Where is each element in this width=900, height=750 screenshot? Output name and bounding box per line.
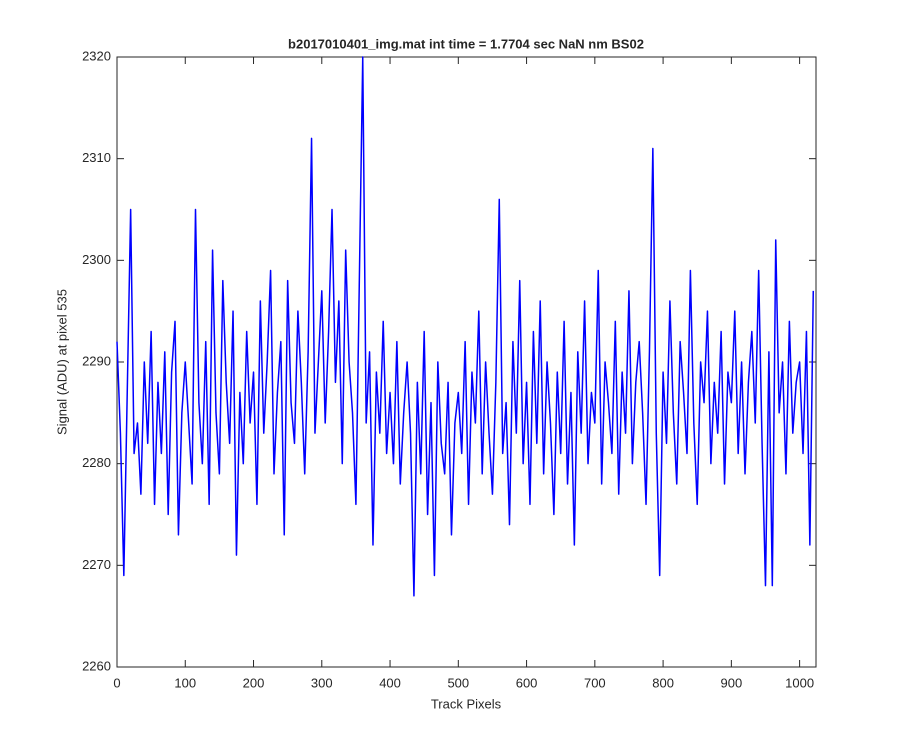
x-tick-label: 700	[584, 675, 606, 690]
chart-title: b2017010401_img.mat int time = 1.7704 se…	[288, 36, 644, 51]
y-tick-label: 2260	[82, 658, 111, 673]
x-tick-label: 1000	[785, 675, 814, 690]
x-tick-label: 900	[721, 675, 743, 690]
x-tick-label: 200	[243, 675, 265, 690]
x-tick-label: 0	[113, 675, 120, 690]
y-axis-label: Signal (ADU) at pixel 535	[54, 289, 69, 435]
x-tick-label: 400	[379, 675, 401, 690]
x-tick-label: 500	[447, 675, 469, 690]
y-tick-label: 2290	[82, 353, 111, 368]
y-tick-label: 2270	[82, 557, 111, 572]
x-axis-label: Track Pixels	[431, 696, 502, 711]
x-tick-label: 300	[311, 675, 333, 690]
y-tick-label: 2310	[82, 150, 111, 165]
x-tick-label: 800	[652, 675, 674, 690]
y-tick-label: 2280	[82, 455, 111, 470]
y-tick-label: 2300	[82, 252, 111, 267]
x-tick-label: 100	[174, 675, 196, 690]
data-line	[116, 56, 815, 597]
y-tick-label: 2320	[82, 48, 111, 63]
x-tick-label: 600	[516, 675, 538, 690]
